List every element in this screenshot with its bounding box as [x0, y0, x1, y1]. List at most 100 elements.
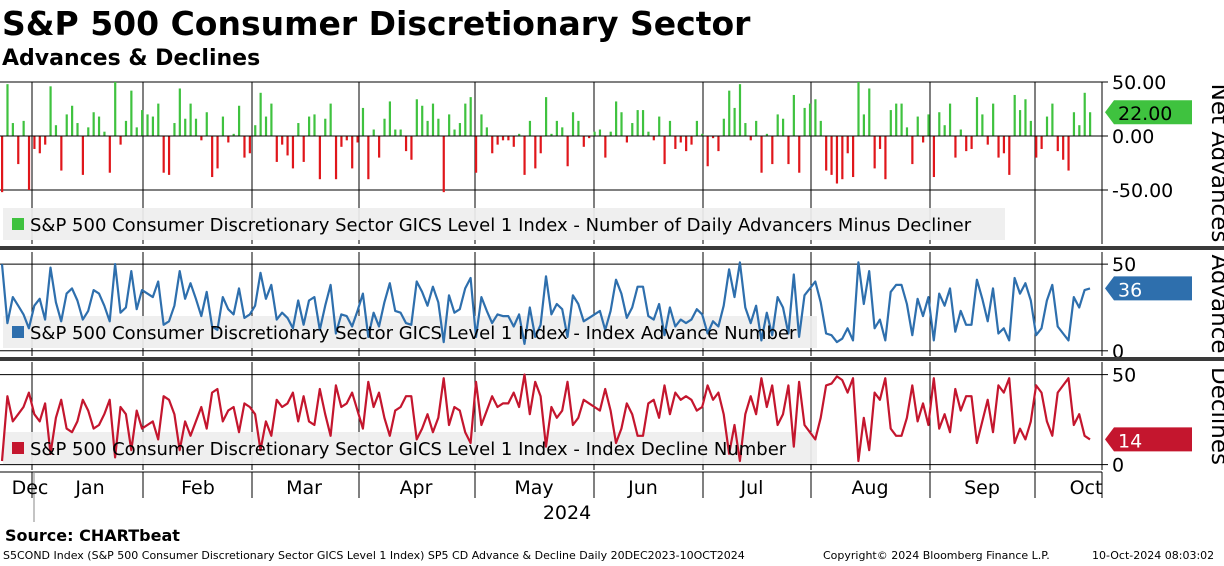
net-advance-bar	[205, 112, 208, 136]
net-advance-bar	[17, 136, 20, 165]
net-advance-bar	[588, 136, 591, 139]
net-advance-bar	[738, 84, 742, 136]
net-advance-bar	[1013, 94, 1016, 136]
net-advance-bar	[92, 112, 95, 136]
net-advance-bar	[555, 120, 558, 136]
net-advance-bar	[830, 136, 833, 175]
net-advance-bar	[695, 120, 699, 136]
net-advance-bar	[6, 84, 9, 136]
net-advance-bar	[550, 133, 553, 136]
net-advance-bar	[318, 136, 321, 180]
net-advance-bar	[776, 114, 779, 136]
net-advance-bar	[717, 136, 720, 152]
net-advance-bar	[652, 136, 655, 141]
net-advance-bar	[345, 136, 348, 141]
net-advance-bar	[1072, 112, 1076, 136]
net-advance-bar	[846, 136, 849, 154]
net-advance-bar	[410, 136, 413, 160]
net-advance-bar	[146, 114, 149, 136]
net-advance-bar	[1089, 112, 1092, 136]
last-value-label: 14	[1118, 430, 1142, 452]
net-advance-bar	[167, 136, 171, 175]
net-advance-bar	[248, 136, 251, 154]
net-advance-bar	[399, 129, 402, 136]
net-advance-bar	[948, 103, 952, 136]
net-advance-bar	[275, 136, 278, 162]
net-advance-bar	[76, 123, 79, 136]
net-advance-bar	[464, 103, 467, 136]
net-advance-bar	[841, 136, 844, 180]
net-advance-bar	[22, 120, 25, 136]
net-advance-bar	[690, 136, 693, 145]
net-advance-bar	[221, 116, 225, 136]
net-advance-bar	[270, 103, 273, 136]
net-advance-bar	[361, 107, 365, 136]
net-advance-bar	[534, 136, 537, 169]
tick-label: -50.00	[1112, 180, 1173, 202]
net-advance-bar	[130, 90, 133, 136]
net-advance-bar	[722, 118, 725, 136]
net-advance-bar	[1045, 116, 1049, 136]
net-advance-bar	[1018, 110, 1022, 136]
net-advance-bar	[1008, 136, 1011, 175]
net-advance-bar	[469, 97, 472, 136]
net-advance-bar	[943, 125, 946, 136]
net-advance-bar	[814, 99, 817, 136]
net-advance-bar	[480, 114, 483, 136]
net-advance-bar	[200, 136, 203, 141]
last-value-label: 36	[1118, 279, 1142, 301]
net-advance-bar	[992, 103, 995, 136]
net-advance-bar	[491, 136, 494, 154]
net-advance-bar	[11, 123, 14, 136]
net-advance-bar	[383, 118, 386, 136]
net-advance-bar	[663, 136, 666, 165]
month-label: Sep	[964, 477, 1000, 499]
advance-number-line	[0, 261, 1091, 345]
net-advance-bar	[178, 88, 181, 136]
net-advance-bar	[297, 123, 300, 136]
net-advance-bar	[668, 120, 672, 136]
net-advance-bar	[334, 136, 338, 180]
net-advance-bar	[636, 110, 639, 136]
net-advance-bar	[1035, 136, 1038, 158]
month-label: Oct	[1070, 477, 1103, 499]
net-advance-bar	[49, 86, 52, 136]
net-advance-bar	[60, 136, 63, 171]
net-advance-bar	[868, 88, 871, 136]
axis-title: Advance	[1206, 254, 1224, 353]
net-advance-bar	[291, 136, 295, 169]
net-advance-bar	[151, 116, 155, 136]
net-advance-bar	[571, 112, 575, 136]
net-advance-bar	[792, 94, 795, 136]
month-label: Apr	[400, 477, 433, 499]
net-advance-bar	[114, 82, 117, 136]
net-advance-bar	[916, 116, 919, 136]
net-advance-bar	[749, 136, 752, 141]
net-advance-bar	[458, 123, 462, 136]
net-advance-bar	[954, 136, 957, 158]
net-advance-bar	[1056, 136, 1059, 152]
net-advance-bar	[878, 136, 882, 149]
axis-title: Declines	[1206, 367, 1224, 465]
net-advance-bar	[216, 136, 219, 169]
net-advance-bar	[598, 129, 602, 136]
net-advance-bar	[194, 118, 198, 136]
net-advance-bar	[119, 136, 122, 145]
net-advance-bar	[986, 136, 989, 145]
net-advance-bar	[771, 136, 774, 165]
net-advance-bar	[44, 136, 47, 145]
net-advance-bar	[1062, 136, 1065, 160]
chart-subtitle: Advances & Declines	[2, 46, 261, 71]
net-advance-bar	[1002, 136, 1006, 154]
net-advance-bar	[512, 136, 515, 147]
net-advance-bar	[658, 116, 661, 136]
net-advance-bar	[124, 120, 128, 136]
month-label: Jan	[74, 477, 104, 499]
net-advance-bar	[227, 136, 230, 143]
net-advance-bar	[755, 120, 758, 136]
net-advance-bar	[765, 133, 769, 136]
net-advance-bar	[431, 103, 435, 136]
net-advance-bar	[157, 103, 160, 136]
net-advance-bar	[211, 136, 214, 178]
net-advance-bar	[87, 127, 90, 136]
